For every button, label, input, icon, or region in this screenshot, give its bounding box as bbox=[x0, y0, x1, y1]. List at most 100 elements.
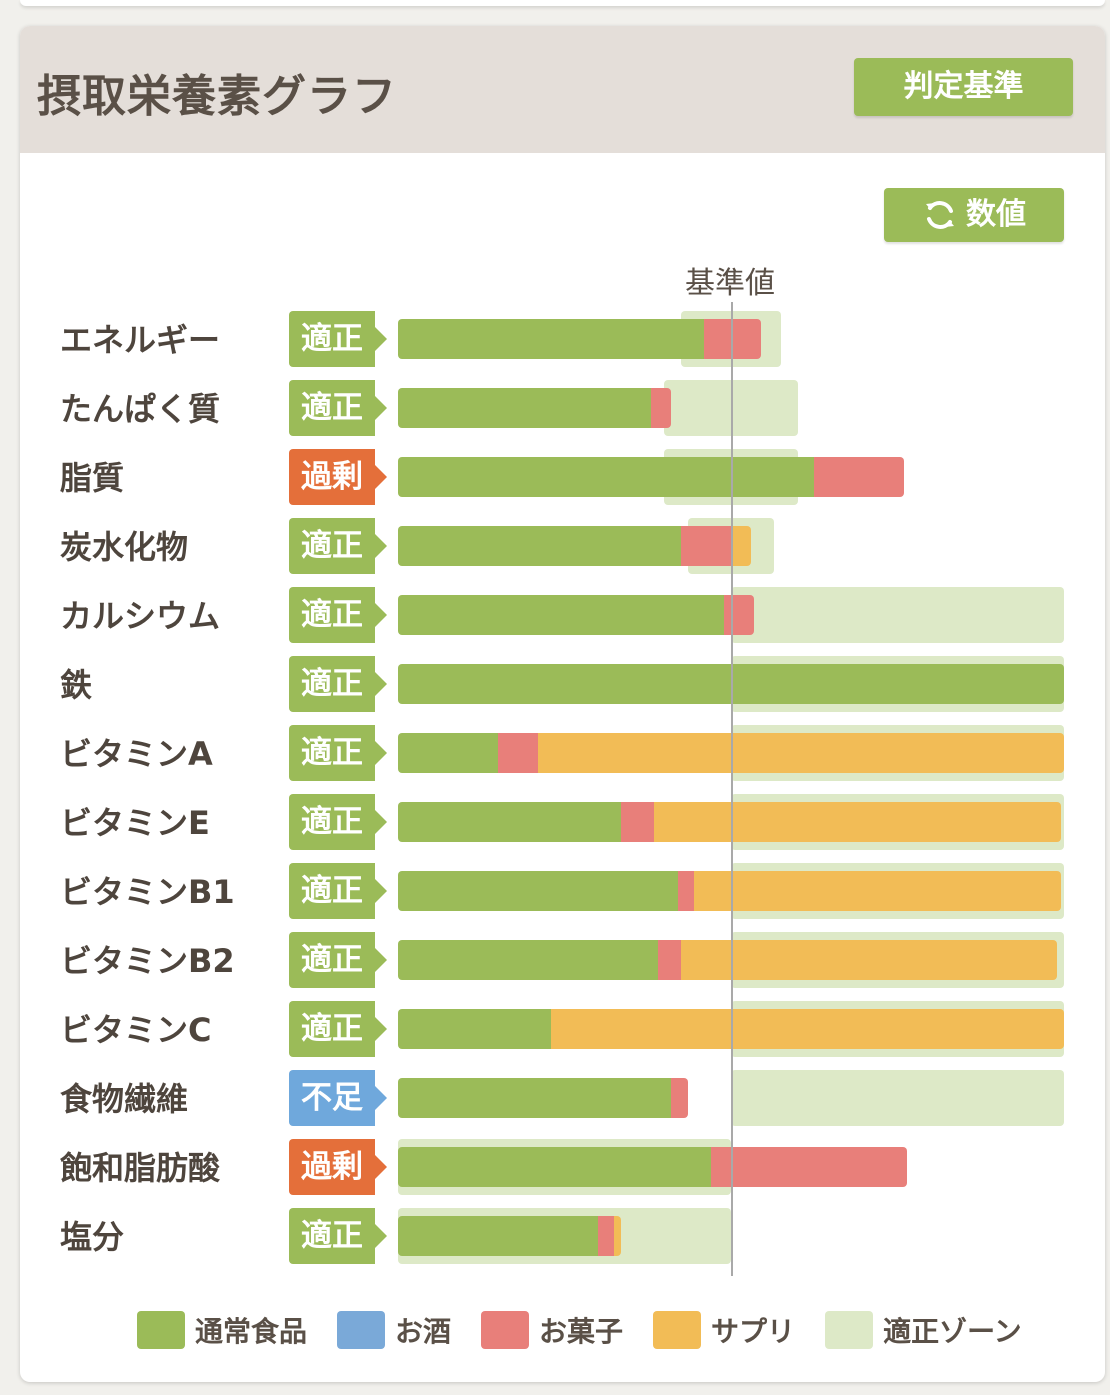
nutrient-row: 脂質 過剰 bbox=[20, 449, 1105, 505]
nutrient-label: 脂質 bbox=[60, 459, 125, 497]
bar-segment-sweets bbox=[621, 802, 655, 842]
status-badge: 適正 bbox=[289, 587, 387, 643]
bar-segment-food bbox=[398, 319, 705, 359]
bar-segment-food bbox=[398, 871, 678, 911]
bar-segment-sweets bbox=[814, 457, 905, 497]
status-badge: 適正 bbox=[289, 725, 387, 781]
legend-item-zone: 適正ゾーン bbox=[825, 1310, 1022, 1350]
bar-segment-supplement bbox=[731, 526, 751, 566]
bar-segment-food bbox=[398, 733, 498, 773]
nutrient-row: ビタミンB1 適正 bbox=[20, 863, 1105, 919]
legend-swatch bbox=[653, 1311, 702, 1349]
nutrient-row: たんぱく質 適正 bbox=[20, 380, 1105, 436]
status-badge: 適正 bbox=[289, 932, 387, 988]
nutrient-row: ビタミンE 適正 bbox=[20, 794, 1105, 850]
criteria-button[interactable]: 判定基準 bbox=[854, 58, 1073, 116]
legend-item-alcohol: お酒 bbox=[337, 1310, 451, 1350]
bar-segment-food bbox=[398, 1078, 672, 1118]
bar-segment-sweets bbox=[671, 1078, 688, 1118]
nutrient-label: 炭水化物 bbox=[60, 528, 189, 566]
nutrient-row: ビタミンA 適正 bbox=[20, 725, 1105, 781]
status-badge: 過剰 bbox=[289, 1139, 387, 1195]
legend-item-supplement: サプリ bbox=[653, 1310, 795, 1350]
legend-label: お酒 bbox=[395, 1315, 452, 1348]
bar-segment-food bbox=[398, 1216, 598, 1256]
bar-segment-sweets bbox=[677, 871, 695, 911]
bar-segment-supplement bbox=[614, 1216, 622, 1256]
bar-segment-food bbox=[398, 802, 622, 842]
nutrient-label: エネルギー bbox=[60, 321, 221, 359]
nutrient-row: ビタミンB2 適正 bbox=[20, 932, 1105, 988]
legend-label: 通常食品 bbox=[195, 1315, 308, 1348]
status-badge: 適正 bbox=[289, 518, 387, 574]
bar-segment-food bbox=[398, 1009, 552, 1049]
bar-segment-supplement bbox=[694, 871, 1061, 911]
bar-segment-food bbox=[398, 457, 815, 497]
nutrient-row: ビタミンC 適正 bbox=[20, 1001, 1105, 1057]
bar-segment-food bbox=[398, 595, 725, 635]
status-badge: 適正 bbox=[289, 656, 387, 712]
bar-segment-sweets bbox=[711, 1147, 908, 1187]
nutrient-row: 食物繊維 不足 bbox=[20, 1070, 1105, 1126]
legend: 通常食品 お酒 お菓子 サプリ 適正ゾーン bbox=[137, 1310, 1052, 1350]
legend-label: お菓子 bbox=[539, 1315, 624, 1348]
status-badge: 不足 bbox=[289, 1070, 387, 1126]
refresh-icon bbox=[926, 201, 954, 229]
status-badge: 適正 bbox=[289, 1208, 387, 1264]
bar-segment-sweets bbox=[497, 733, 538, 773]
nutrient-label: 鉄 bbox=[60, 666, 93, 704]
card-title: 摂取栄養素グラフ bbox=[37, 71, 397, 122]
status-badge: 過剰 bbox=[289, 449, 387, 505]
nutrient-label: 飽和脂肪酸 bbox=[60, 1149, 221, 1187]
nutrient-label: 食物繊維 bbox=[60, 1080, 189, 1118]
bar-segment-supplement bbox=[551, 1009, 1064, 1049]
nutrient-label: ビタミンC bbox=[60, 1011, 212, 1049]
status-badge: 適正 bbox=[289, 311, 387, 367]
value-button-label: 数値 bbox=[966, 197, 1026, 232]
card-header: 摂取栄養素グラフ 判定基準 bbox=[20, 26, 1105, 153]
nutrient-row: 鉄 適正 bbox=[20, 656, 1105, 712]
bar-segment-sweets bbox=[657, 940, 682, 980]
bar-segment-sweets bbox=[681, 526, 731, 566]
bar-segment-supplement bbox=[654, 802, 1061, 842]
bar-segment-supplement bbox=[537, 733, 1064, 773]
status-badge: 適正 bbox=[289, 1001, 387, 1057]
nutrient-graph-card: 摂取栄養素グラフ 判定基準 数値 基準値 エネルギー 適正 たんぱく質 適正 脂質 過剰炭… bbox=[20, 26, 1105, 1382]
bar-segment-food bbox=[398, 526, 682, 566]
legend-label: サプリ bbox=[711, 1315, 796, 1348]
bar-segment-food bbox=[398, 1147, 712, 1187]
nutrient-row: 塩分 適正 bbox=[20, 1208, 1105, 1264]
legend-label: 適正ゾーン bbox=[883, 1315, 1022, 1348]
nutrient-label: たんぱく質 bbox=[60, 390, 221, 428]
bar-segment-food bbox=[398, 940, 658, 980]
reference-line bbox=[731, 302, 733, 1276]
bar-segment-sweets bbox=[597, 1216, 615, 1256]
optimal-zone bbox=[731, 587, 1064, 643]
status-badge: 適正 bbox=[289, 794, 387, 850]
bar-segment-sweets bbox=[651, 388, 672, 428]
previous-card-edge bbox=[20, 0, 1105, 6]
nutrient-label: ビタミンA bbox=[60, 735, 213, 773]
value-toggle-button[interactable]: 数値 bbox=[884, 188, 1064, 242]
nutrient-label: ビタミンE bbox=[60, 804, 210, 842]
bar-segment-supplement bbox=[681, 940, 1058, 980]
legend-swatch bbox=[481, 1311, 530, 1349]
nutrient-label: ビタミンB1 bbox=[60, 873, 235, 911]
status-badge: 適正 bbox=[289, 863, 387, 919]
legend-swatch bbox=[137, 1311, 185, 1349]
nutrient-row: 飽和脂肪酸 過剰 bbox=[20, 1139, 1105, 1195]
optimal-zone bbox=[664, 380, 798, 436]
legend-swatch bbox=[337, 1311, 386, 1349]
bar-segment-food bbox=[398, 388, 652, 428]
status-badge: 適正 bbox=[289, 380, 387, 436]
nutrient-row: 炭水化物 適正 bbox=[20, 518, 1105, 574]
legend-swatch bbox=[825, 1311, 874, 1349]
nutrient-row: エネルギー 適正 bbox=[20, 311, 1105, 367]
reference-label: 基準値 bbox=[685, 266, 775, 301]
nutrient-row: カルシウム 適正 bbox=[20, 587, 1105, 643]
nutrient-label: 塩分 bbox=[60, 1218, 125, 1256]
nutrient-label: カルシウム bbox=[60, 597, 221, 635]
bar-segment-sweets bbox=[724, 595, 755, 635]
optimal-zone bbox=[731, 1070, 1064, 1126]
legend-item-sweets: お菓子 bbox=[481, 1310, 623, 1350]
